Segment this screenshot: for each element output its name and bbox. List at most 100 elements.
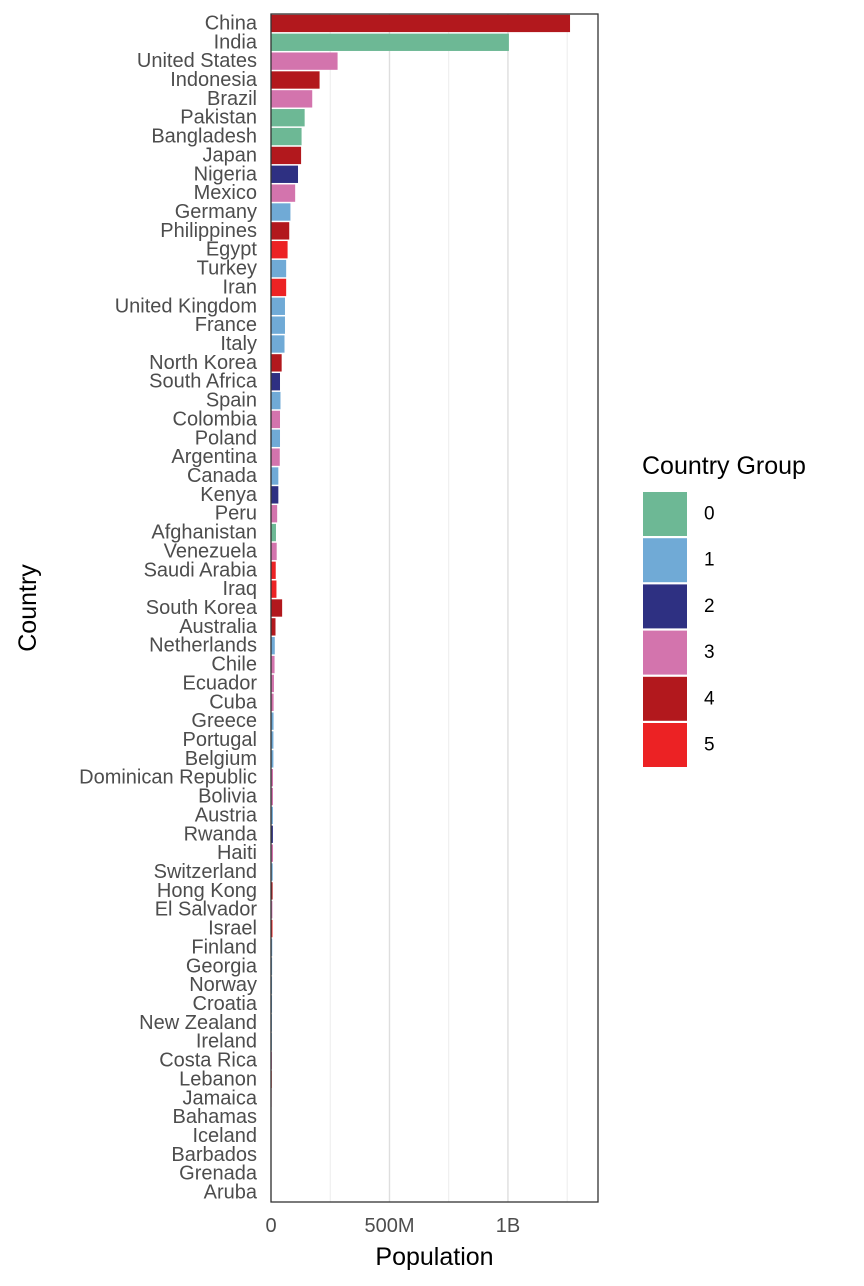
bar-canada <box>271 467 279 485</box>
bar-spain <box>271 391 281 410</box>
bar-saudi-arabia <box>271 561 276 579</box>
y-tick-label: Brazil <box>207 88 257 110</box>
y-tick-label: Bahamas <box>173 1106 258 1128</box>
bar-turkey <box>271 259 287 278</box>
bar-pakistan <box>271 109 305 127</box>
y-tick-label: Greece <box>191 710 257 732</box>
y-tick-label: Grenada <box>179 1163 258 1185</box>
legend-title: Country Group <box>642 452 806 480</box>
y-tick-label: Peru <box>215 503 257 525</box>
bar-australia <box>271 618 276 636</box>
x-tick-label: 0 <box>265 1215 276 1237</box>
legend-label: 3 <box>704 642 715 663</box>
bar-iran <box>271 278 287 297</box>
y-tick-label: Israel <box>208 918 257 940</box>
bar-indonesia <box>271 71 320 89</box>
y-tick-label: Lebanon <box>179 1068 257 1090</box>
y-tick-label: Mexico <box>194 182 257 204</box>
y-tick-label: Switzerland <box>154 861 257 883</box>
bar-italy <box>271 335 285 353</box>
bar-dominican-republic <box>271 769 274 787</box>
gridlines <box>270 14 568 1202</box>
y-tick-label: Australia <box>179 616 258 638</box>
y-tick-label: United States <box>137 50 257 72</box>
y-tick-label: Netherlands <box>149 635 257 657</box>
x-tick-label: 500M <box>364 1215 414 1237</box>
y-tick-label: Germany <box>175 201 257 223</box>
bar-brazil <box>271 90 313 108</box>
bar-japan <box>271 146 302 165</box>
bar-peru <box>271 505 278 523</box>
bar-chile <box>271 655 275 674</box>
legend-label: 2 <box>704 596 715 617</box>
bar-south-korea <box>271 599 283 617</box>
y-tick-label: Iran <box>223 276 257 298</box>
y-tick-label: Jamaica <box>183 1087 258 1109</box>
y-tick-label: Iraq <box>223 578 257 600</box>
x-tick-label: 1B <box>496 1215 520 1237</box>
bar-portugal <box>271 731 274 749</box>
bar-france <box>271 316 285 334</box>
bar-colombia <box>271 410 281 429</box>
y-tick-label: Aruba <box>204 1182 258 1204</box>
bar-netherlands <box>271 637 275 655</box>
y-tick-label: Italy <box>220 333 257 355</box>
y-tick-label: Indonesia <box>170 69 258 91</box>
bar-mexico <box>271 184 296 202</box>
bar-egypt <box>271 241 288 259</box>
y-tick-label: Spain <box>206 390 257 412</box>
bar-iraq <box>271 580 277 598</box>
legend-label: 0 <box>704 504 715 525</box>
legend-key-3 <box>643 630 687 675</box>
y-tick-label: Turkey <box>197 258 257 280</box>
legend-key-4 <box>643 676 687 721</box>
y-tick-label: Venezuela <box>164 540 258 562</box>
y-tick-label: China <box>205 12 258 34</box>
y-tick-label: Afghanistan <box>151 522 257 544</box>
bar-north-korea <box>271 354 282 372</box>
y-tick-label: Barbados <box>171 1144 257 1166</box>
y-tick-label: Saudi Arabia <box>144 559 258 581</box>
y-tick-label: Rwanda <box>184 823 258 845</box>
y-tick-label: France <box>195 314 257 336</box>
bar-united-kingdom <box>271 297 285 315</box>
legend-label: 1 <box>704 550 715 571</box>
y-tick-label: Cuba <box>209 691 258 713</box>
y-tick-label: Belgium <box>185 748 257 770</box>
bar-china <box>271 14 571 33</box>
bar-israel <box>271 919 273 938</box>
y-tick-label: Austria <box>195 804 258 826</box>
bar-ecuador <box>271 674 274 693</box>
bar-venezuela <box>271 542 277 561</box>
legend-key-2 <box>643 584 687 629</box>
y-tick-label: Bolivia <box>198 786 258 808</box>
y-tick-label: Ireland <box>196 1031 257 1053</box>
legend: Country Group 0 1 2 3 4 5 <box>642 452 806 767</box>
y-tick-label: South Korea <box>146 597 258 619</box>
bar-kenya <box>271 486 279 504</box>
y-tick-label: Poland <box>195 427 257 449</box>
y-tick-label: Kenya <box>200 484 258 506</box>
y-tick-label: New Zealand <box>139 1012 257 1034</box>
y-tick-label: Georgia <box>186 955 258 977</box>
legend-key-1 <box>643 538 687 583</box>
legend-key-5 <box>643 723 687 767</box>
bar-united-states <box>271 52 338 70</box>
bar-south-africa <box>271 373 281 391</box>
bars <box>271 14 571 1202</box>
y-tick-label: Egypt <box>206 239 258 261</box>
y-tick-label: Nigeria <box>194 163 258 185</box>
y-tick-label: Croatia <box>193 993 258 1015</box>
bar-rwanda <box>271 825 273 843</box>
bar-hong-kong <box>271 882 273 900</box>
panel-border <box>270 13 599 1203</box>
y-tick-label: Bangladesh <box>151 126 257 148</box>
legend-label: 4 <box>704 688 715 709</box>
y-tick-label: Canada <box>187 465 258 487</box>
legend-key-0 <box>643 492 687 536</box>
y-tick-label: Pakistan <box>180 107 257 129</box>
bar-austria <box>271 806 273 825</box>
bar-cuba <box>271 693 274 711</box>
y-tick-label: Haiti <box>217 842 257 864</box>
